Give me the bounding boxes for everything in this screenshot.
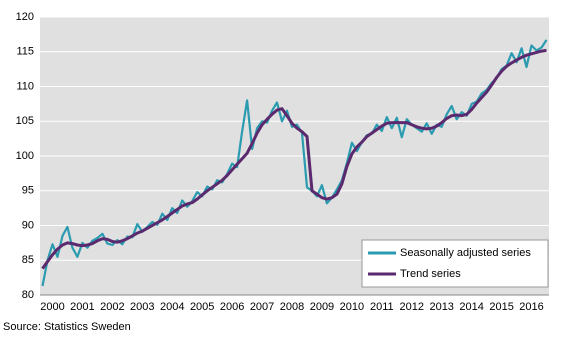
legend-box [361, 239, 549, 288]
legend-label: Seasonally adjusted series [400, 247, 531, 259]
x-tick-label: 2014 [459, 301, 483, 313]
y-tick-label: 85 [22, 254, 34, 266]
x-tick-label: 2011 [370, 301, 394, 313]
y-tick-label: 110 [16, 80, 34, 92]
x-tick-label: 2003 [130, 301, 154, 313]
x-tick-label: 2006 [220, 301, 244, 313]
x-tick-label: 2007 [250, 301, 274, 313]
x-tick-label: 2004 [160, 301, 184, 313]
x-tick-label: 2009 [310, 301, 334, 313]
x-tick-label: 2010 [340, 301, 364, 313]
y-tick-label: 120 [16, 11, 34, 23]
x-tick-label: 2008 [280, 301, 304, 313]
y-tick-label: 80 [22, 289, 34, 301]
y-tick-label: 100 [16, 150, 34, 162]
x-tick-label: 2001 [70, 301, 94, 313]
y-tick-label: 115 [16, 46, 34, 58]
source: Source: Statistics Sweden [3, 321, 131, 333]
x-tick-label: 2012 [400, 301, 424, 313]
y-tick-label: 90 [22, 219, 34, 231]
x-tick-label: 2015 [489, 301, 513, 313]
x-tick-label: 2000 [40, 301, 64, 313]
x-tick-label: 2002 [100, 301, 124, 313]
legend-label: Trend series [400, 268, 461, 280]
y-tick-label: 95 [22, 185, 34, 197]
x-tick-label: 2005 [190, 301, 214, 313]
x-tick-label: 2013 [429, 301, 453, 313]
y-tick-label: 105 [16, 115, 34, 127]
x-tick-label: 2016 [519, 301, 543, 313]
line-series [41, 48, 547, 270]
